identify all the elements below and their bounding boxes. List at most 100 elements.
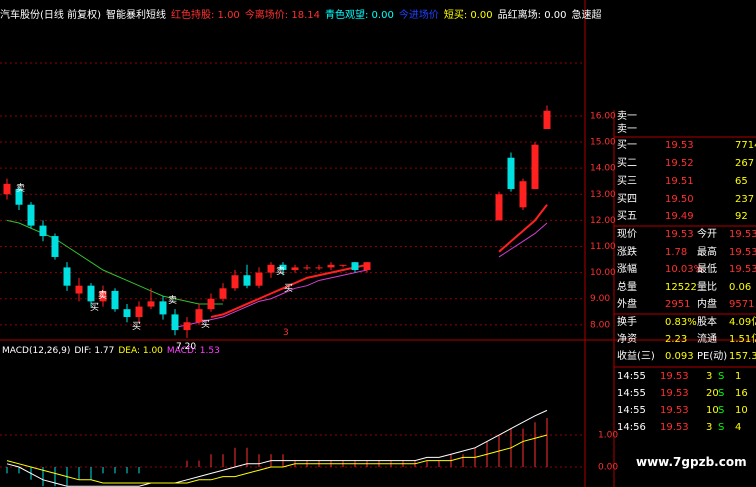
header-item: 红色持股: 1.00 [170,10,240,21]
candle-body [267,264,275,273]
annotation: 3 [283,328,289,338]
candle-body [531,144,539,190]
y-tick-label: 10.00 [590,268,616,278]
header-item: 今离场价: 18.14 [244,10,320,21]
quote-cell: 19.51 [665,176,694,187]
macd-label: MACD(12,26,9) [2,346,71,356]
quote-cell: PE(动) [697,351,728,362]
candle-body [339,264,347,266]
quote-cell: 买二 [617,158,637,169]
trade-cell: 10 [706,405,719,416]
candle-body [219,288,227,299]
macd-label: DEA: 1.00 [118,346,163,356]
y-tick-label: 11.00 [590,242,616,252]
header-item: 短买: 0.00 [443,10,493,21]
quote-cell: 19.53 [729,264,756,275]
quote-cell: 65 [735,176,748,187]
quote-cell: 买一 [617,140,637,151]
quote-cell: 股本 [697,317,717,328]
annotation: 买 [132,322,142,332]
candle-body [351,262,359,271]
candle-body [495,194,503,221]
candle-body [507,157,515,190]
quote-cell: 19.53 [665,229,694,240]
quote-cell: 0.83% [665,317,697,328]
y-tick-label: 16.00 [590,111,616,121]
quote-cell: 19.53 [729,229,756,240]
annotation: 卖 [16,184,26,194]
header-item: 青色观望: 0.00 [325,10,394,21]
quote-cell: 12522 [665,282,697,293]
candle-body [123,309,131,318]
header-item: 急速超 [571,10,602,21]
candle-body [183,322,191,331]
header-item: 智能暴利短线 [105,10,166,21]
trade-cell: 19.53 [660,371,689,382]
trade-cell: S [718,388,725,399]
trade-cell: 3 [706,422,713,433]
quote-cell: 卖一 [617,111,637,122]
indicator-line [210,204,548,318]
quote-cell: 2.23 [665,334,688,345]
candle-body [27,204,35,226]
quote-cell: 涨跌 [617,247,637,258]
annotation: 卖 [168,296,178,306]
y-tick-label: 1.00 [598,431,618,441]
header: 汽车股份(日线 前复权) 智能暴利短线 红色持股: 1.00 今离场价: 18.14 青… [0,6,606,21]
quote-cell: 内盘 [697,299,717,310]
header-item: 今进场价 [398,10,439,21]
trade-cell: 16 [735,388,748,399]
trade-cell: 19.53 [660,388,689,399]
candle-body [207,298,215,310]
quote-cell: 换手 [617,317,637,328]
quote-cell: 77140 [735,140,756,151]
candle-body [75,285,83,294]
quote-cell: 外盘 [617,299,637,310]
candle-body [3,183,11,195]
quote-cell: 涨幅 [617,264,637,275]
trade-cell: 14:55 [617,405,646,416]
quote-cell: 今开 [697,229,717,240]
macd-legend: MACD(12,26,9) DIF: 1.77 DEA: 1.00 MACD: 1.5… [2,346,224,356]
candle-body [99,290,107,302]
quote-cell: 19.53 [729,247,756,258]
quote-cell: 量比 [697,282,717,293]
y-tick-label: 15.00 [590,138,616,148]
candle-body [255,272,263,286]
quote-cell: 19.52 [665,158,694,169]
candle-body [327,264,335,268]
quote-cell: 4.09亿 [729,317,756,328]
quote-cell: 10.03% [665,264,704,275]
candle-body [111,290,119,310]
candle-body [15,189,23,205]
candle-body [63,267,71,286]
annotation: 买 [201,320,211,330]
annotation: 卖 [276,267,286,277]
trade-cell: S [718,371,725,382]
quote-cell: 267 [735,158,755,169]
annotation: 卖 [98,291,108,301]
candle-body [315,267,323,269]
quote-cell: 92 [735,211,748,222]
trade-cell: 4 [735,422,742,433]
y-tick-label: 14.00 [590,164,616,174]
candle-body [171,314,179,331]
candle-body [147,301,155,307]
quote-cell: 9571 [729,299,755,310]
candle-body [519,181,527,208]
quote-cell: 现价 [617,229,637,240]
quote-cell: 1.78 [665,247,688,258]
quote-cell: 1.51亿 [729,334,756,345]
candle-body [279,264,287,271]
trade-cell: 20 [706,388,719,399]
candle-body [543,110,551,130]
header-item: 品红离场: 0.00 [497,10,567,21]
macd-line [6,409,548,487]
quote-cell: 净资 [617,334,637,345]
trade-cell: 1 [735,371,742,382]
quote-cell: 卖一 [617,124,637,135]
quote-cell: 0.093 [665,351,694,362]
quote-cell: 收益(三) [617,351,655,362]
annotation: 买 [284,284,294,294]
quote-cell: 157.3 [729,351,756,362]
